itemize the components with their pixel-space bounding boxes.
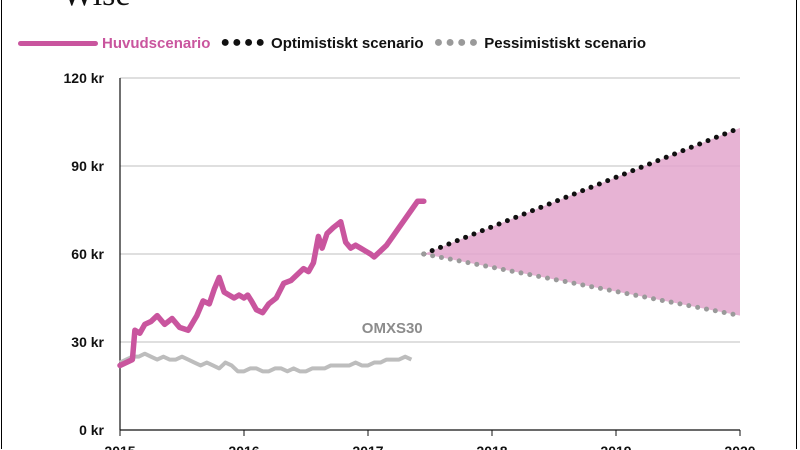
x-tick-label: 2018 [476,443,507,450]
legend-label-main: Huvudscenario [102,34,211,52]
legend-swatch-main [18,40,98,46]
legend-label-pessimistic: Pessimistiskt scenario [484,34,647,52]
annotation-omxs30: OMXS30 [362,320,423,337]
y-tick-label: 60 kr [71,246,104,262]
y-tick-label: 90 kr [71,158,104,174]
legend-item-main: Huvudscenario [18,35,210,52]
series-huvudscenario [117,198,427,369]
x-tick-label: 2016 [228,443,259,450]
series-omxs30 [119,351,413,374]
legend-item-pessimistic: ●●●● Pessimistiskt scenario [434,35,646,52]
series-optimistiskt [421,125,743,257]
brand-logo: Wise [62,0,131,12]
legend-item-optimistic: ●●●● Optimistiskt scenario [220,35,423,52]
legend-swatch-pessimistic: ●●●● [433,34,481,51]
series-pessimistiskt [421,251,743,319]
chart-legend: Huvudscenario ●●●● Optimistiskt scenario… [18,32,656,54]
x-tick-label: 2017 [352,443,383,450]
y-tick-label: 0 kr [79,422,104,438]
x-tick-label: 2019 [600,443,631,450]
y-tick-label: 120 kr [64,70,105,86]
y-tick-label: 30 kr [71,334,104,350]
scenario-band [423,127,740,316]
x-tick-label: 2015 [104,443,135,450]
legend-label-optimistic: Optimistiskt scenario [271,34,424,52]
x-tick-label: 2020 [724,443,755,450]
legend-swatch-optimistic: ●●●● [220,34,268,51]
